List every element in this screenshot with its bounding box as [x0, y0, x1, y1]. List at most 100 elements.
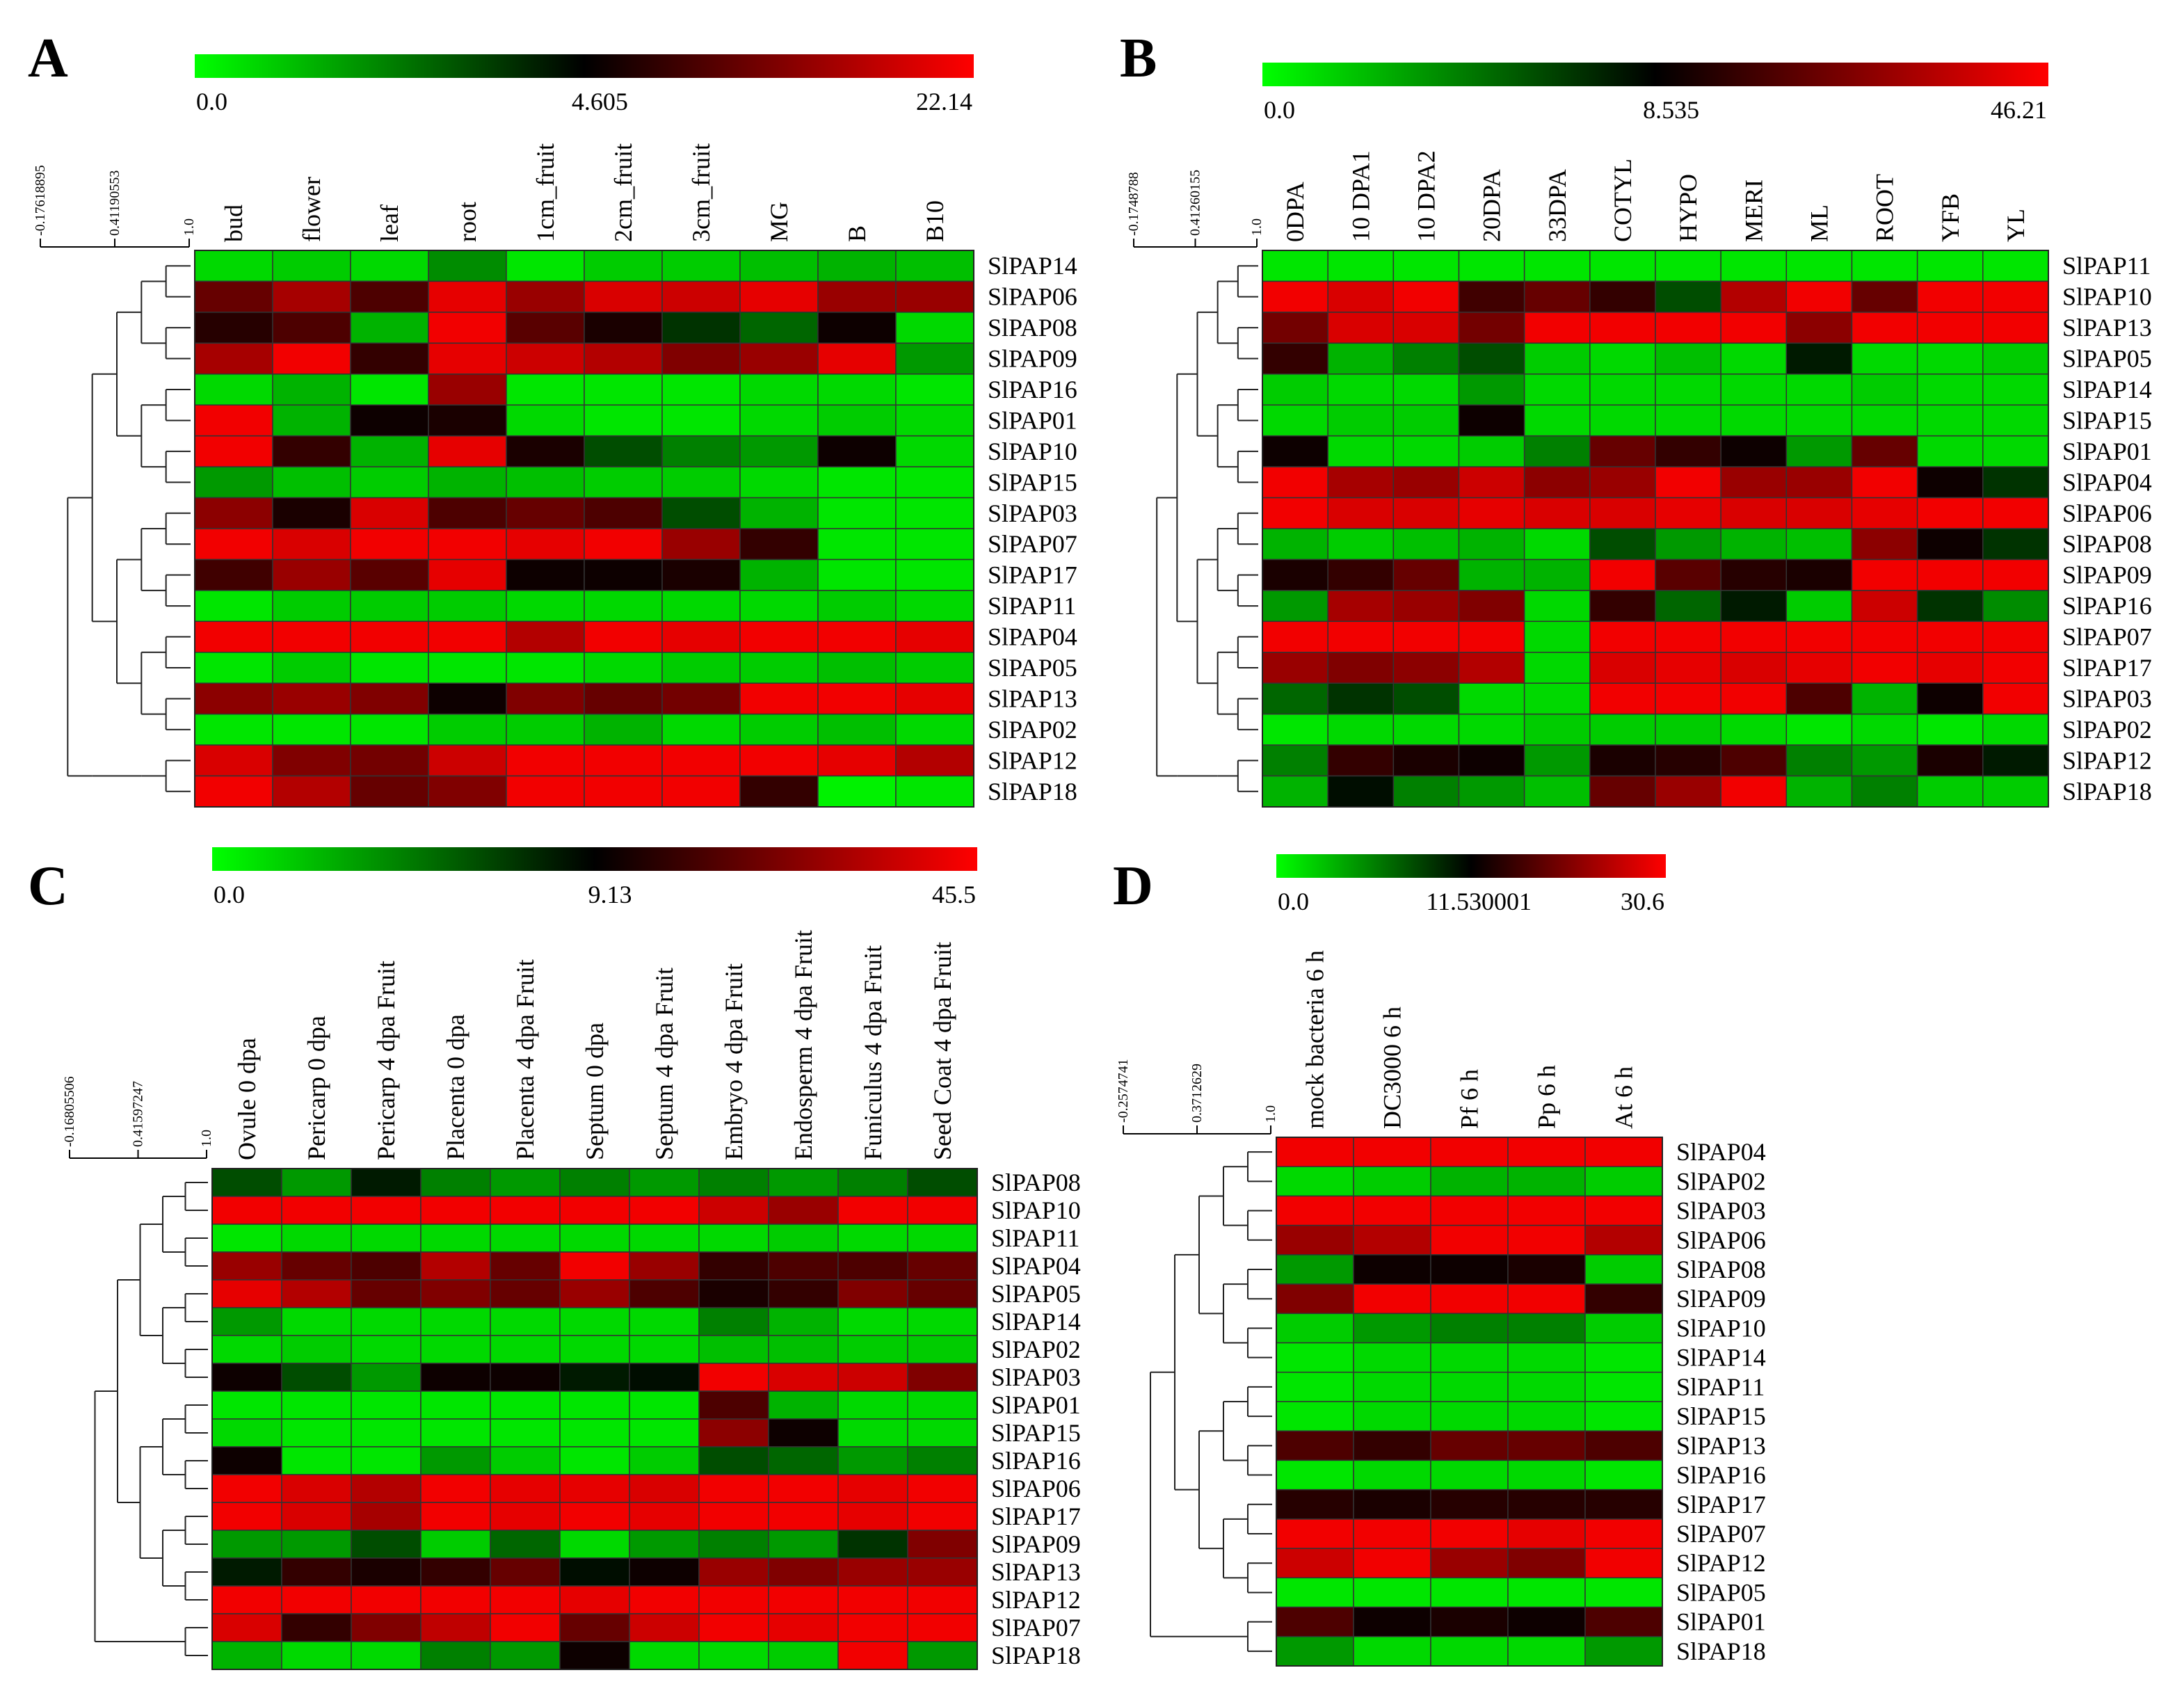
heatmap-cell: [1327, 528, 1395, 561]
heatmap-cell: [629, 1307, 700, 1336]
row-label: SlPAP05: [2062, 345, 2152, 373]
heatmap-cell: [1392, 250, 1460, 282]
heatmap-cell: [1916, 775, 1984, 808]
heatmap-cell: [281, 1530, 352, 1559]
heatmap-cell: [506, 497, 585, 529]
heatmap-cell: [350, 682, 429, 715]
heatmap-cell: [1982, 374, 2049, 406]
heatmap-cell: [351, 1418, 421, 1448]
heatmap-cell: [506, 250, 585, 282]
heatmap-cell: [895, 342, 974, 375]
row-label: SlPAP14: [988, 252, 1077, 280]
heatmap-cell: [1982, 652, 2049, 684]
heatmap-cell: [211, 1251, 282, 1281]
scale-max-label: 46.21: [1991, 96, 2047, 124]
heatmap-cell: [1589, 652, 1656, 684]
column-label: ML: [1805, 205, 1833, 242]
heatmap-cell: [768, 1613, 839, 1642]
heatmap-cell: [1353, 1283, 1431, 1315]
heatmap-cell: [211, 1418, 282, 1448]
heatmap-cell: [428, 250, 507, 282]
heatmap-cell: [420, 1196, 491, 1225]
heatmap-cell: [559, 1474, 630, 1503]
heatmap-cell: [837, 1613, 908, 1642]
heatmap-cell: [1523, 435, 1591, 467]
heatmap-cell: [506, 528, 585, 561]
heatmap-cell: [739, 652, 819, 684]
row-dendrogram: [1156, 265, 1258, 792]
heatmap-cell: [837, 1474, 908, 1503]
heatmap-cell: [1392, 528, 1460, 561]
heatmap-cell: [1785, 713, 1853, 746]
row-label: SlPAP17: [991, 1502, 1081, 1530]
heatmap-cell: [1327, 713, 1395, 746]
heatmap-cell: [837, 1196, 908, 1225]
heatmap-cell: [559, 1390, 630, 1420]
heatmap-cell: [837, 1530, 908, 1559]
heatmap-cell: [1392, 652, 1460, 684]
heatmap-cell: [698, 1390, 769, 1420]
heatmap-cell: [1785, 590, 1853, 623]
heatmap-cell: [1507, 1577, 1586, 1608]
heatmap-cell: [1458, 342, 1525, 375]
heatmap-cell: [211, 1641, 282, 1670]
heatmap-cell: [1655, 652, 1721, 684]
dendrogram-scale-label: 1.0: [182, 218, 197, 236]
row-label: SlPAP16: [988, 376, 1077, 403]
heatmap-cell: [1276, 1401, 1354, 1432]
heatmap-cell: [281, 1224, 352, 1253]
heatmap-cell: [895, 528, 974, 561]
heatmap-cell: [194, 682, 273, 715]
heatmap-cell: [1589, 682, 1656, 715]
heatmap-cell: [1851, 744, 1918, 777]
heatmap-cell: [629, 1585, 700, 1614]
heatmap-cell: [739, 312, 819, 344]
heatmap-cell: [1430, 1254, 1509, 1285]
heatmap-cell: [1785, 559, 1853, 591]
heatmap-cell: [1720, 312, 1788, 344]
heatmap-cell: [1458, 775, 1525, 808]
heatmap-cell: [1507, 1518, 1586, 1549]
heatmap-cell: [194, 590, 273, 623]
row-label: SlPAP08: [988, 314, 1077, 342]
heatmap-cell: [1458, 744, 1525, 777]
heatmap-cell: [194, 342, 273, 375]
heatmap-cell: [907, 1502, 978, 1531]
heatmap-cell: [281, 1251, 352, 1281]
row-label: SlPAP14: [991, 1308, 1081, 1336]
heatmap-cell: [1589, 744, 1656, 777]
heatmap-cell: [1507, 1606, 1586, 1637]
heatmap-cell: [1392, 342, 1460, 375]
heatmap-cell: [1353, 1606, 1431, 1637]
scale-min-label: 0.0: [1278, 888, 1309, 915]
heatmap-cell: [1458, 682, 1525, 715]
heatmap-cell: [837, 1502, 908, 1531]
row-label: SlPAP10: [1676, 1314, 1766, 1342]
heatmap-cell: [1327, 342, 1395, 375]
heatmap-cell: [661, 342, 741, 375]
row-label: SlPAP07: [2062, 623, 2152, 651]
heatmap-cell: [1262, 682, 1328, 715]
heatmap-cell: [768, 1307, 839, 1336]
heatmap-cell: [490, 1585, 561, 1614]
heatmap-cell: [629, 1641, 700, 1670]
heatmap-cell: [1851, 404, 1918, 437]
heatmap-cell: [1589, 250, 1656, 282]
heatmap-cell: [1584, 1430, 1663, 1461]
heatmap-cell: [817, 590, 897, 623]
heatmap-cell: [1458, 497, 1525, 529]
heatmap-cell: [1430, 1195, 1509, 1226]
row-label: SlPAP06: [991, 1475, 1081, 1502]
heatmap-cell: [907, 1557, 978, 1587]
heatmap-cell: [1584, 1137, 1663, 1167]
heatmap-cell: [837, 1446, 908, 1475]
heatmap-cell: [272, 744, 351, 777]
color-scale-bar: [1276, 854, 1666, 878]
heatmap-cell: [272, 342, 351, 375]
heatmap-cell: [506, 312, 585, 344]
heatmap-cell: [272, 559, 351, 591]
row-label: SlPAP04: [1676, 1138, 1766, 1166]
column-label: B: [843, 225, 871, 242]
heatmap-cell: [420, 1557, 491, 1587]
heatmap-cell: [907, 1307, 978, 1336]
